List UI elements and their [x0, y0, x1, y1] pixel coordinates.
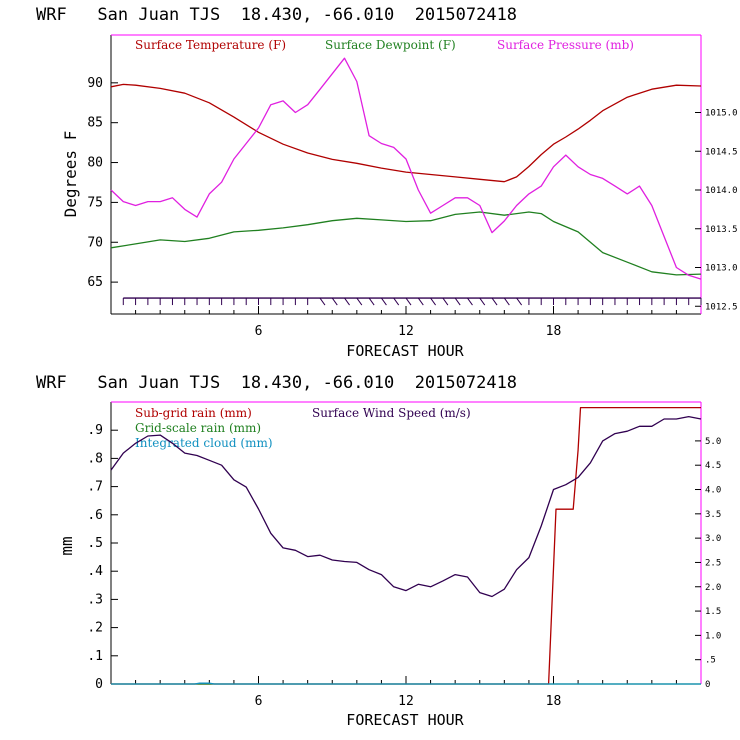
chart1-y-tick-label: 85: [87, 116, 103, 131]
chart1-y-tick-label: 80: [87, 156, 103, 171]
chart2-legend-entry: Sub-grid rain (mm): [135, 406, 252, 420]
chart2-legend-entry: Grid-scale rain (mm): [135, 421, 261, 435]
wind-barb: [467, 297, 473, 306]
wind-barb: [503, 297, 510, 306]
chart1-right-tick-label: 1015.0: [705, 109, 738, 119]
chart1-x-axis-label: FORECAST HOUR: [346, 342, 464, 360]
chart2-series-1-line: [111, 406, 701, 685]
chart2-y-tick-label: 0: [95, 677, 103, 692]
chart2-right-tick-label: 1.5: [705, 607, 721, 617]
chart1-y-axis-label: Degrees F: [61, 131, 80, 218]
wind-barb: [479, 297, 486, 306]
chart2-right-tick-label: 4.0: [705, 486, 721, 496]
chart2-right-tick-label: 1.0: [705, 631, 721, 641]
chart2-y-tick-label: .7: [87, 480, 103, 495]
chart1-series-3-line: [110, 57, 702, 280]
chart1-right-tick-label: 1013.0: [705, 264, 738, 274]
chart1-right-tick-label: 1013.5: [705, 225, 738, 235]
chart2-y-axis-label: mm: [57, 536, 76, 555]
chart2-y-tick-label: .6: [87, 508, 103, 523]
chart1-series-1-line: [110, 83, 702, 183]
chart1-y-tick-label: 90: [87, 76, 103, 91]
wind-barb: [393, 297, 400, 306]
chart2-x-tick-label: 18: [546, 694, 562, 709]
wind-barb: [405, 297, 412, 306]
wind-barb: [368, 297, 375, 306]
chart1-right-tick-label: 1014.5: [705, 147, 738, 157]
wind-barb: [430, 297, 436, 306]
chart1-legend-entry: Surface Pressure (mb): [497, 38, 634, 52]
chart1-y-tick-label: 75: [87, 195, 103, 210]
chart2-right-tick-label: 3.5: [705, 510, 721, 520]
chart1-x-tick-label: 12: [398, 324, 414, 339]
chart1-title: WRF San Juan TJS 18.430, -66.010 2015072…: [36, 5, 517, 25]
chart2-series-3-line: [111, 682, 701, 685]
wind-barb: [516, 297, 523, 306]
chart2-x-tick-label: 6: [255, 694, 263, 709]
chart2-right-tick-label: 0: [705, 680, 710, 690]
chart2-x-tick-label: 12: [398, 694, 414, 709]
chart1-right-tick-label: 1014.0: [705, 186, 738, 196]
chart2-right-tick-label: 2.0: [705, 583, 721, 593]
chart2-right-tick-label: 4.5: [705, 461, 721, 471]
chart2-y-tick-label: .3: [87, 592, 103, 607]
chart1-panel: 6 12 18 65 70 75 80 85 90 1012.5 1013.0 1013.5 1014.…: [87, 34, 738, 339]
wind-barb: [417, 297, 424, 306]
wind-barb: [356, 297, 363, 306]
chart2-y-tick-label: .2: [87, 621, 103, 636]
chart1-series-2-line: [110, 211, 702, 276]
chart2-y-tick-label: .9: [87, 423, 103, 438]
chart1-legend-entry: Surface Dewpoint (F): [325, 38, 456, 52]
chart2-y-tick-label: .1: [87, 649, 103, 664]
chart2-panel: 6 12 18 0 .1 .2 .3 .4 .5 .6 .7 .8 .9 0 .5 1.0 1.5 2.0 2.5 3…: [87, 401, 721, 709]
chart1-x-tick-label: 18: [546, 324, 562, 339]
chart1-x-tick-label: 6: [255, 324, 263, 339]
chart2-y-tick-label: .5: [87, 536, 103, 551]
chart2-right-tick-label: .5: [705, 656, 716, 666]
wind-barb: [381, 297, 387, 306]
wind-barb: [454, 297, 461, 306]
wind-barb: [442, 297, 449, 306]
chart2-x-axis-label: FORECAST HOUR: [346, 711, 464, 729]
chart2-right-tick-label: 3.0: [705, 534, 721, 544]
chart2-series-4-line: [110, 415, 702, 598]
wind-barb: [319, 297, 326, 306]
wind-barb: [331, 297, 338, 306]
wind-barb: [344, 297, 350, 306]
wind-barb: [491, 297, 498, 306]
chart2-legend-entry: Surface Wind Speed (m/s): [312, 406, 471, 420]
chart1-y-tick-label: 65: [87, 275, 103, 290]
chart1-legend-entry: Surface Temperature (F): [135, 38, 286, 52]
chart2-y-tick-label: .8: [87, 451, 103, 466]
chart1-y-tick-label: 70: [87, 235, 103, 250]
chart2-right-tick-label: 2.5: [705, 558, 721, 568]
chart1-right-tick-label: 1012.5: [705, 302, 738, 312]
chart2-legend-entry: Integrated cloud (mm): [135, 436, 273, 450]
chart2-y-tick-label: .4: [87, 564, 103, 579]
chart2-title: WRF San Juan TJS 18.430, -66.010 2015072…: [36, 373, 517, 393]
chart2-right-tick-label: 5.0: [705, 437, 721, 447]
